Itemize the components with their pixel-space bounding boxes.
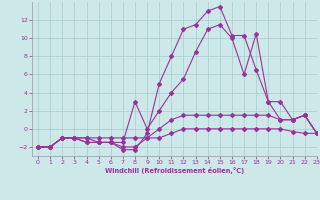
X-axis label: Windchill (Refroidissement éolien,°C): Windchill (Refroidissement éolien,°C) (105, 167, 244, 174)
